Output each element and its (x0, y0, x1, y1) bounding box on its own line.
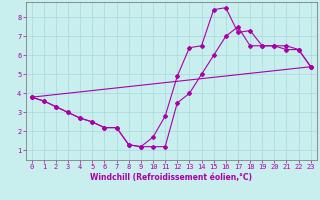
X-axis label: Windchill (Refroidissement éolien,°C): Windchill (Refroidissement éolien,°C) (90, 173, 252, 182)
